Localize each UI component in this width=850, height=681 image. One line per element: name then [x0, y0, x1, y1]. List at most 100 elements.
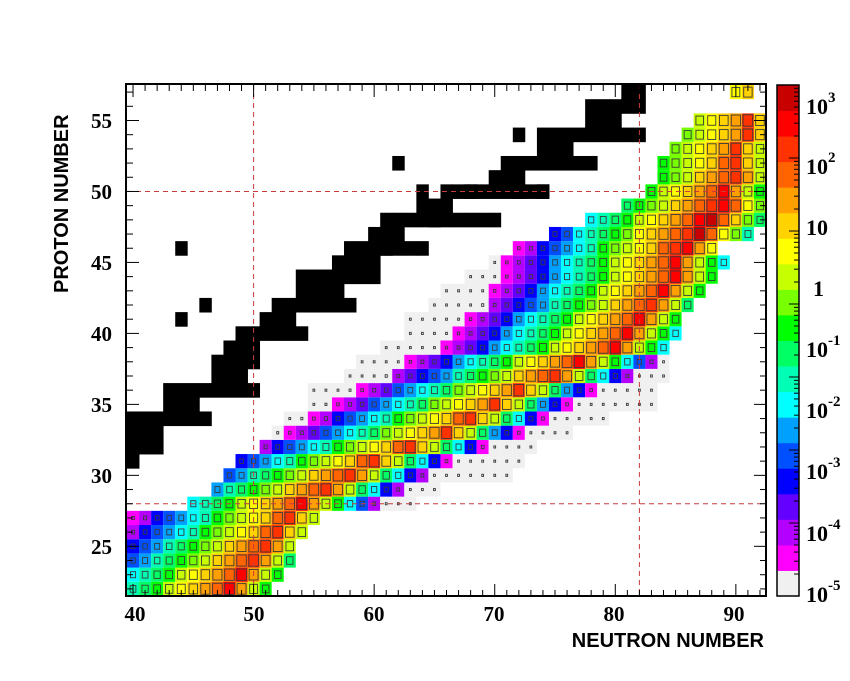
nuclide-cell: [344, 411, 357, 426]
intensity-box: [468, 331, 473, 336]
stable-nucleus: [380, 241, 393, 256]
nuclide-cell: [452, 439, 465, 455]
intensity-box: [622, 327, 633, 340]
intensity-box: [634, 271, 645, 283]
intensity-box: [504, 330, 510, 337]
intensity-box: [623, 201, 631, 210]
nuclide-cell: [356, 468, 369, 483]
intensity-box: [273, 570, 282, 580]
nuclide-cell: [392, 368, 405, 384]
nuclide-cell: [416, 383, 429, 398]
nuclide-cell: [645, 255, 658, 270]
intensity-box: [562, 370, 572, 382]
intensity-box: [421, 488, 424, 492]
nuclide-cell: [331, 482, 345, 497]
intensity-box: [480, 444, 485, 450]
intensity-box: [383, 486, 389, 493]
nuclide-cell: [645, 397, 658, 412]
nuclide-cell: [561, 340, 574, 355]
nuclide-cell: [356, 368, 369, 384]
nuclide-cell: [488, 383, 501, 398]
nuclide-cell: [753, 155, 766, 171]
nuclide-cell: [283, 454, 296, 469]
nuclide-cell: [597, 269, 610, 284]
intensity-box: [553, 417, 557, 421]
nuclide-cell: [657, 326, 670, 341]
nuclide-cell: [151, 539, 164, 554]
colorbar-label-base: 10: [806, 459, 828, 484]
stable-nucleus: [235, 383, 248, 398]
intensity-box: [658, 228, 669, 240]
intensity-box: [613, 388, 617, 392]
stable-nucleus: [392, 155, 405, 171]
nuclide-cell: [512, 397, 525, 412]
intensity-box: [276, 431, 280, 435]
intensity-box: [275, 444, 281, 450]
stable-nucleus: [199, 411, 212, 427]
intensity-box: [369, 470, 379, 481]
intensity-box: [312, 402, 316, 406]
nuclide-cell: [368, 368, 381, 384]
intensity-box: [706, 171, 717, 183]
intensity-box: [445, 303, 448, 307]
intensity-box: [622, 299, 633, 311]
nuclide-cell: [645, 312, 658, 327]
nuclide-cell: [271, 439, 284, 455]
nuclide-cell: [645, 354, 658, 369]
intensity-box: [420, 473, 425, 478]
intensity-box: [526, 356, 536, 367]
nuclide-cell: [283, 411, 296, 426]
nuclide-cell: [187, 510, 200, 526]
intensity-box: [285, 484, 295, 495]
nuclide-cell: [609, 241, 622, 256]
stable-nucleus: [307, 297, 321, 313]
intensity-box: [430, 442, 439, 452]
stable-nucleus: [585, 99, 598, 114]
nuclide-cell: [356, 482, 369, 497]
intensity-box: [189, 555, 198, 566]
intensity-box: [466, 427, 475, 438]
stable-nucleus: [175, 312, 188, 327]
nuclide-cell: [295, 468, 308, 483]
intensity-box: [527, 400, 535, 409]
intensity-box: [528, 245, 533, 251]
nuclide-cell: [404, 439, 417, 455]
intensity-box: [347, 415, 353, 422]
nuclide-cell: [440, 411, 453, 426]
intensity-box: [429, 426, 440, 439]
nuclide-cell: [693, 241, 706, 256]
intensity-box: [165, 570, 174, 580]
intensity-box: [730, 114, 741, 127]
nuclide-cell: [548, 297, 562, 313]
nuclide-cell: [705, 113, 718, 128]
stable-nucleus: [548, 155, 562, 171]
nuclide-cell: [488, 312, 501, 327]
intensity-box: [565, 417, 569, 421]
nuclide-cell: [368, 383, 381, 398]
intensity-box: [647, 214, 656, 226]
nuclide-cell: [307, 397, 320, 412]
colorbar-ticks: [789, 87, 799, 597]
intensity-box: [565, 431, 569, 435]
colorbar-label: 10-5: [806, 578, 841, 607]
stable-nucleus: [356, 241, 369, 256]
intensity-box: [481, 459, 485, 463]
intensity-box: [396, 360, 400, 364]
stable-nucleus: [163, 411, 176, 427]
intensity-box: [408, 359, 412, 364]
nuclide-cell: [633, 255, 646, 270]
nuclide-cell: [127, 553, 140, 568]
nuclide-cell: [633, 283, 646, 298]
y-tick-label: 25: [91, 535, 112, 559]
nuclide-cell: [428, 439, 441, 455]
nuclide-cell: [235, 539, 248, 554]
intensity-box: [540, 273, 546, 280]
intensity-box: [670, 214, 681, 226]
intensity-box: [358, 485, 366, 494]
colorbar-segment: [777, 110, 799, 137]
intensity-box: [501, 384, 512, 397]
intensity-box: [635, 201, 644, 211]
intensity-box: [406, 457, 414, 466]
stable-nucleus: [476, 212, 490, 228]
nuclide-cell: [621, 354, 634, 369]
